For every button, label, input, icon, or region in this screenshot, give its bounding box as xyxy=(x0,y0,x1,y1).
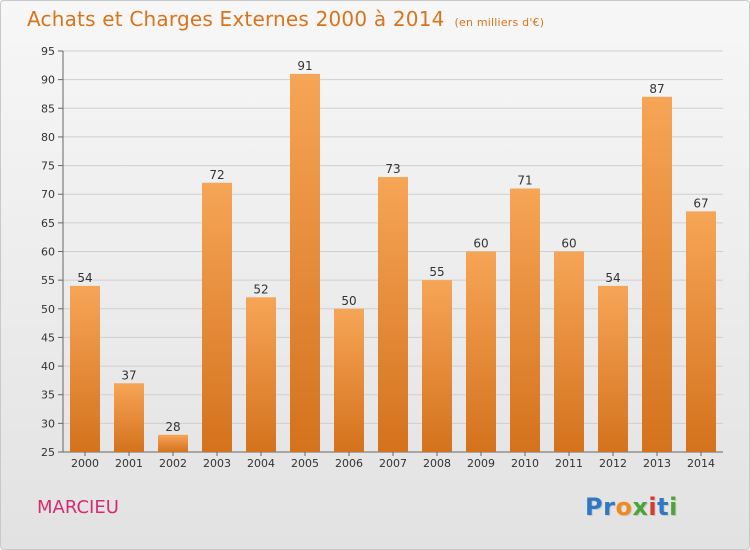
x-tick-label: 2014 xyxy=(687,457,715,470)
bar-2002 xyxy=(158,434,188,452)
x-tick-label: 2001 xyxy=(115,457,143,470)
bar-2013 xyxy=(642,96,672,452)
value-label: 28 xyxy=(165,420,180,434)
y-tick-label: 70 xyxy=(41,188,55,201)
value-label: 52 xyxy=(253,282,268,296)
x-tick-label: 2010 xyxy=(511,457,539,470)
y-tick-label: 40 xyxy=(41,360,55,373)
bar-2005 xyxy=(290,73,320,453)
chart-title: Achats et Charges Externes 2000 à 2014 (e… xyxy=(27,7,544,31)
logo-letter: i xyxy=(669,493,678,521)
value-label: 37 xyxy=(121,368,136,382)
value-label: 60 xyxy=(561,237,576,251)
value-label: 71 xyxy=(517,173,532,187)
bar-2004 xyxy=(246,297,276,452)
y-tick-label: 90 xyxy=(41,74,55,87)
value-label: 50 xyxy=(341,294,356,308)
bar-2012 xyxy=(598,285,628,452)
bar-2011 xyxy=(554,251,584,452)
logo-letter: P xyxy=(585,493,604,521)
value-label: 87 xyxy=(649,82,664,96)
y-tick-label: 85 xyxy=(41,102,55,115)
value-label: 91 xyxy=(297,59,312,73)
logo-letter: o xyxy=(615,493,633,521)
y-tick-label: 65 xyxy=(41,217,55,230)
bar-2014 xyxy=(686,211,716,452)
x-tick-label: 2013 xyxy=(643,457,671,470)
x-tick-label: 2011 xyxy=(555,457,583,470)
bar-2000 xyxy=(70,285,100,452)
x-tick-label: 2008 xyxy=(423,457,451,470)
logo-letter: i xyxy=(648,493,658,521)
value-label: 73 xyxy=(385,162,400,176)
x-tick-label: 2005 xyxy=(291,457,319,470)
x-tick-label: 2006 xyxy=(335,457,363,470)
y-tick-label: 35 xyxy=(41,389,55,402)
y-tick-label: 80 xyxy=(41,131,55,144)
y-tick-label: 50 xyxy=(41,303,55,316)
x-tick-label: 2000 xyxy=(71,457,99,470)
x-tick-label: 2007 xyxy=(379,457,407,470)
value-labels: 54 37 28 72 52 91 50 73 55 60 71 60 54 87 67 xyxy=(77,59,708,434)
y-tick-label: 60 xyxy=(41,246,55,259)
value-label: 60 xyxy=(473,237,488,251)
logo-letter: x xyxy=(632,493,649,521)
value-label: 54 xyxy=(605,271,620,285)
bar-2003 xyxy=(202,182,232,452)
y-tick-label: 30 xyxy=(41,417,55,430)
y-tick-label: 45 xyxy=(41,331,55,344)
y-tick-label: 25 xyxy=(41,446,55,459)
chart-title-text: Achats et Charges Externes 2000 à 2014 xyxy=(27,7,445,31)
x-axis: 2000 2001 2002 2003 2004 2005 2006 2007 2008 2009… xyxy=(71,452,715,470)
value-label: 54 xyxy=(77,271,92,285)
x-tick-label: 2012 xyxy=(599,457,627,470)
logo-letter: r xyxy=(603,493,616,521)
commune-name: MARCIEU xyxy=(37,497,119,518)
bar-2001 xyxy=(114,383,144,452)
value-label: 55 xyxy=(429,265,444,279)
logo-letter: t xyxy=(657,493,670,521)
bar-2008 xyxy=(422,280,452,452)
bar-2007 xyxy=(378,177,408,452)
bars xyxy=(70,73,716,453)
value-label: 72 xyxy=(209,168,224,182)
x-tick-label: 2004 xyxy=(247,457,275,470)
value-label: 67 xyxy=(693,196,708,210)
y-tick-label: 55 xyxy=(41,274,55,287)
y-tick-label: 75 xyxy=(41,160,55,173)
chart-subtitle: (en milliers d'€) xyxy=(454,16,545,29)
bar-2009 xyxy=(466,251,496,452)
proxiti-logo: Proxiti xyxy=(585,493,678,521)
bar-2006 xyxy=(334,308,364,452)
x-tick-label: 2003 xyxy=(203,457,231,470)
x-tick-label: 2009 xyxy=(467,457,495,470)
y-tick-label: 95 xyxy=(41,45,55,58)
bar-2010 xyxy=(510,188,540,452)
x-tick-label: 2002 xyxy=(159,457,187,470)
